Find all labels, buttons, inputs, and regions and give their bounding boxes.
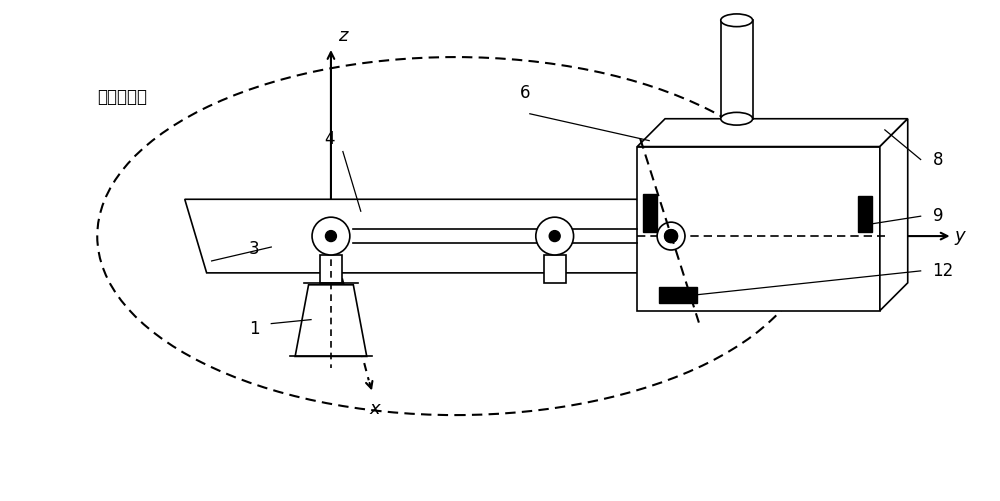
- Text: 1: 1: [249, 320, 259, 338]
- Polygon shape: [637, 119, 908, 147]
- Circle shape: [312, 217, 350, 255]
- Text: y: y: [954, 227, 965, 245]
- Bar: [721, 20, 753, 119]
- Text: 12: 12: [933, 262, 954, 280]
- Text: A: A: [547, 263, 556, 277]
- Polygon shape: [295, 285, 367, 356]
- Circle shape: [325, 230, 336, 241]
- Text: x: x: [369, 400, 380, 418]
- Text: O: O: [312, 226, 323, 240]
- Text: 9: 9: [933, 207, 943, 225]
- Circle shape: [536, 217, 574, 255]
- Bar: [544, 255, 566, 283]
- Text: 理论圆轨迹: 理论圆轨迹: [97, 88, 147, 106]
- Bar: [659, 287, 697, 303]
- Text: 8: 8: [933, 150, 943, 168]
- Circle shape: [549, 230, 560, 241]
- Ellipse shape: [721, 112, 753, 125]
- Text: 4: 4: [324, 130, 335, 148]
- Text: 3: 3: [249, 240, 259, 258]
- Bar: [643, 194, 657, 232]
- Text: 6: 6: [520, 84, 530, 102]
- Ellipse shape: [721, 14, 753, 27]
- Bar: [858, 196, 872, 232]
- Text: B: B: [678, 215, 688, 229]
- Bar: [637, 147, 880, 311]
- Polygon shape: [880, 119, 908, 311]
- Text: z: z: [338, 27, 347, 45]
- Circle shape: [657, 222, 685, 250]
- Bar: [320, 255, 342, 283]
- Circle shape: [665, 229, 678, 242]
- Circle shape: [665, 229, 678, 242]
- Polygon shape: [185, 199, 659, 273]
